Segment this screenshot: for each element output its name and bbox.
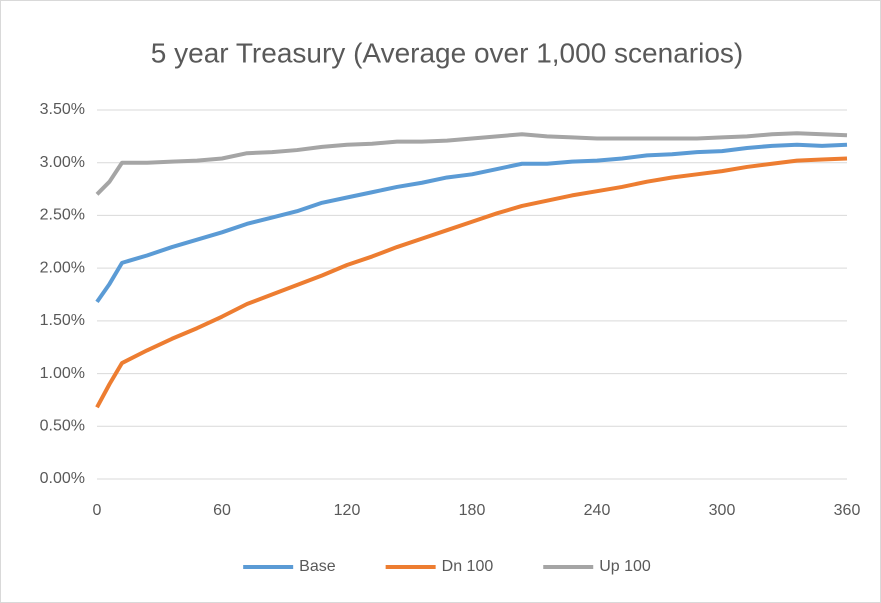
y-tick-label: 1.00% bbox=[40, 365, 85, 382]
x-tick-label: 0 bbox=[93, 502, 102, 519]
series-line bbox=[95, 131, 848, 196]
legend-label: Dn 100 bbox=[442, 558, 494, 575]
y-tick-label: 2.00% bbox=[40, 259, 85, 276]
x-tick-label: 360 bbox=[834, 502, 861, 519]
y-tick-label: 3.50% bbox=[40, 101, 85, 118]
y-tick-label: 3.00% bbox=[40, 154, 85, 171]
y-tick-label: 0.00% bbox=[40, 470, 85, 487]
x-tick-label: 120 bbox=[334, 502, 361, 519]
x-tick-label: 240 bbox=[584, 502, 611, 519]
chart-title: 5 year Treasury (Average over 1,000 scen… bbox=[151, 37, 743, 68]
series-line bbox=[95, 142, 848, 304]
series-line bbox=[95, 156, 848, 409]
x-tick-label: 300 bbox=[709, 502, 736, 519]
legend-label: Up 100 bbox=[599, 558, 651, 575]
y-tick-label: 0.50% bbox=[40, 418, 85, 435]
x-tick-label: 60 bbox=[213, 502, 231, 519]
legend-label: Base bbox=[299, 558, 336, 575]
y-tick-label: 2.50% bbox=[40, 207, 85, 224]
y-tick-label: 1.50% bbox=[40, 312, 85, 329]
x-tick-label: 180 bbox=[459, 502, 486, 519]
